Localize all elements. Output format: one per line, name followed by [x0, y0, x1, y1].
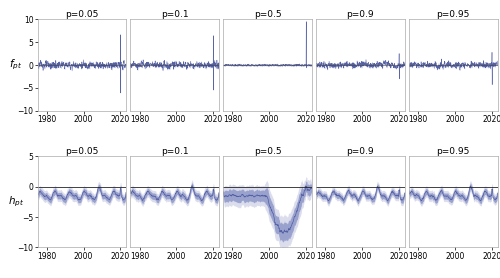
Y-axis label: $h_{pt}$: $h_{pt}$: [8, 195, 24, 209]
Title: p=0.9: p=0.9: [346, 147, 374, 156]
Title: p=0.95: p=0.95: [436, 147, 470, 156]
Title: p=0.5: p=0.5: [254, 147, 281, 156]
Title: p=0.05: p=0.05: [65, 10, 98, 19]
Title: p=0.05: p=0.05: [65, 147, 98, 156]
Title: p=0.5: p=0.5: [254, 10, 281, 19]
Title: p=0.1: p=0.1: [161, 10, 188, 19]
Y-axis label: $f_{pt}$: $f_{pt}$: [10, 58, 22, 72]
Title: p=0.9: p=0.9: [346, 10, 374, 19]
Title: p=0.95: p=0.95: [436, 10, 470, 19]
Title: p=0.1: p=0.1: [161, 147, 188, 156]
